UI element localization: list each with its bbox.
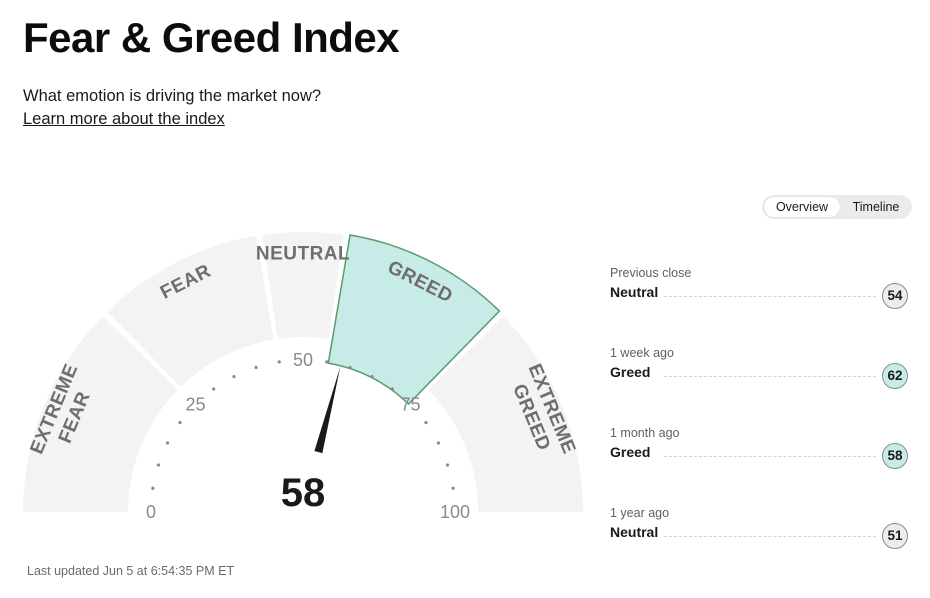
fear-greed-gauge: EXTREMEFEARFEARNEUTRALGREEDEXTREMEGREED …	[23, 232, 583, 560]
history-rating: Neutral	[610, 524, 659, 540]
last-updated-text: Last updated Jun 5 at 6:54:35 PM ET	[27, 564, 235, 578]
scale-dot	[212, 387, 216, 391]
gauge-score: 58	[281, 471, 326, 515]
history-value-badge: 58	[882, 443, 908, 469]
gauge-scale-dots	[151, 360, 455, 490]
history-1-month-ago: 1 month ago Greed 58	[610, 426, 908, 476]
gauge-segment	[327, 234, 501, 406]
history-divider	[664, 536, 876, 537]
scale-dot	[390, 387, 394, 391]
history-rating: Neutral	[610, 284, 659, 300]
view-toggle: Overview Timeline	[762, 195, 912, 219]
scale-dot	[348, 365, 352, 370]
scale-label-75: 75	[400, 395, 420, 415]
page-subtitle: What emotion is driving the market now?	[23, 87, 322, 105]
gauge-segment	[262, 232, 344, 339]
scale-dot	[370, 374, 374, 379]
scale-dot	[232, 374, 236, 379]
history-value-badge: 62	[882, 363, 908, 389]
history-label: 1 week ago	[610, 346, 674, 360]
gauge-segment-label: NEUTRAL	[256, 244, 350, 265]
history-label: 1 month ago	[610, 426, 680, 440]
scale-dot	[325, 360, 329, 364]
scale-dot	[165, 441, 170, 445]
history-label: 1 year ago	[610, 506, 670, 520]
scale-dot	[436, 441, 441, 445]
learn-more-link[interactable]: Learn more about the index	[23, 110, 225, 128]
scale-dot	[151, 486, 155, 490]
scale-label-0: 0	[146, 502, 156, 522]
toggle-timeline[interactable]: Timeline	[852, 200, 900, 214]
scale-dot	[156, 463, 161, 467]
history-rating: Greed	[610, 364, 651, 380]
history-divider	[664, 296, 876, 297]
scale-dot	[254, 365, 258, 370]
gauge-hub	[241, 450, 365, 560]
history-1-year-ago: 1 year ago Neutral 51	[610, 506, 908, 556]
history-label: Previous close	[610, 266, 692, 280]
scale-dot	[445, 463, 450, 467]
scale-dot	[277, 360, 281, 364]
scale-label-50: 50	[293, 350, 313, 370]
scale-label-100: 100	[440, 502, 470, 522]
history-divider	[664, 456, 876, 457]
history-value-badge: 51	[882, 523, 908, 549]
scale-label-25: 25	[186, 395, 206, 415]
history-value-badge: 54	[882, 283, 908, 309]
gauge-segment	[428, 316, 583, 512]
history-1-week-ago: 1 week ago Greed 62	[610, 346, 908, 396]
history-rating: Greed	[610, 444, 651, 460]
gauge-segment	[23, 316, 178, 512]
scale-dot	[178, 421, 182, 425]
history-divider	[664, 376, 876, 377]
page-title: Fear & Greed Index	[23, 14, 400, 61]
toggle-overview[interactable]: Overview	[764, 197, 840, 217]
gauge-segment	[107, 235, 274, 387]
scale-dot	[424, 421, 428, 425]
scale-dot	[451, 486, 455, 490]
history-previous-close: Previous close Neutral 54	[610, 266, 908, 316]
